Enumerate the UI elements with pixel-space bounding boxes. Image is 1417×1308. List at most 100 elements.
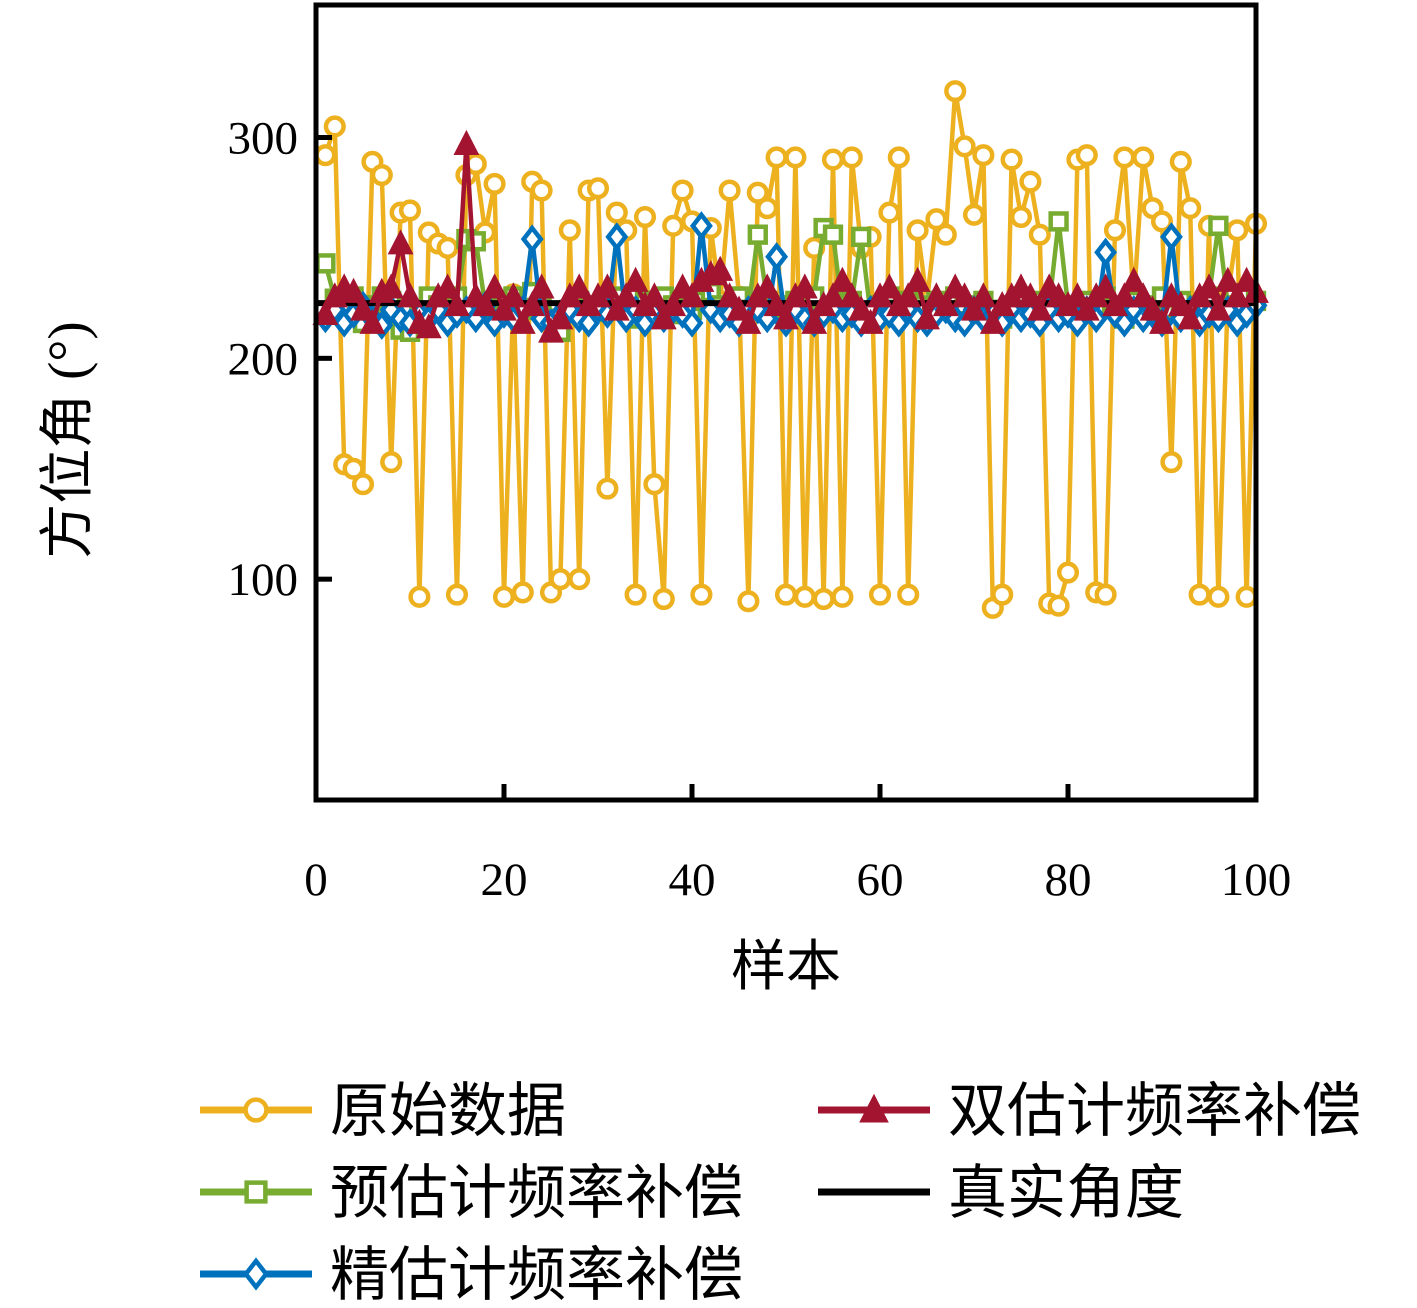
x-tick-label: 80 (1045, 854, 1092, 906)
data-marker (1103, 219, 1127, 242)
data-marker (679, 282, 705, 308)
data-marker (387, 229, 414, 255)
data-marker (1139, 295, 1166, 321)
data-marker (1196, 273, 1222, 299)
data-marker (962, 203, 986, 226)
series-1-line (314, 80, 1268, 619)
data-marker (1214, 266, 1241, 292)
data-marker (979, 308, 1006, 334)
data-marker (851, 226, 872, 248)
data-marker (481, 273, 508, 299)
data-marker (690, 583, 713, 606)
data-marker (934, 223, 957, 246)
x-axis-ticks: 0 20 40 60 80 100 (304, 784, 1291, 906)
y-axis-label: 方位角 (°) (37, 321, 98, 558)
data-marker (904, 266, 931, 292)
x-tick-label: 0 (304, 854, 328, 906)
legend-marker (859, 1093, 889, 1123)
legend-label: 双估计频率补偿 (948, 1078, 1361, 1144)
data-marker (483, 172, 506, 195)
legend-entry: 精估计频率补偿 (200, 1242, 743, 1308)
data-marker (1224, 282, 1251, 308)
data-marker (763, 291, 790, 317)
data-marker (1149, 308, 1175, 334)
data-marker (660, 291, 687, 317)
data-marker (408, 585, 431, 608)
data-marker (944, 80, 967, 103)
data-marker (1160, 451, 1183, 474)
data-marker (1009, 205, 1033, 229)
data-marker (472, 291, 499, 317)
data-marker (746, 181, 769, 204)
data-marker (586, 177, 610, 200)
data-marker (1235, 585, 1258, 608)
series-layer (312, 80, 1269, 619)
data-marker (1150, 210, 1174, 233)
data-marker (829, 266, 856, 292)
data-marker (932, 291, 959, 317)
data-marker (558, 219, 581, 242)
data-marker (444, 291, 470, 317)
data-marker (868, 583, 892, 606)
data-marker (1075, 144, 1098, 167)
data-marker (350, 295, 376, 321)
data-marker (633, 205, 657, 229)
data-marker (773, 304, 799, 330)
data-marker (538, 317, 564, 343)
y-tick-label: 100 (228, 554, 299, 606)
data-marker (643, 473, 666, 496)
data-marker (680, 308, 704, 338)
series-4-line (312, 129, 1269, 343)
data-marker (1017, 282, 1044, 308)
y-tick-label: 200 (228, 333, 299, 385)
data-marker (397, 282, 423, 308)
data-marker (895, 282, 922, 308)
data-marker (549, 568, 572, 591)
data-marker (568, 568, 591, 591)
data-marker (747, 224, 768, 245)
data-marker (1094, 583, 1117, 606)
data-marker (1159, 222, 1183, 252)
data-marker (351, 473, 375, 496)
data-marker (765, 146, 788, 169)
x-axis-label: 样本 (731, 936, 841, 997)
data-marker (972, 144, 995, 167)
data-marker (840, 146, 863, 169)
data-marker (784, 146, 807, 169)
data-marker (774, 583, 798, 606)
legend-marker (243, 1097, 269, 1123)
data-marker (1056, 561, 1080, 584)
data-marker (1113, 146, 1136, 169)
data-marker (1132, 146, 1155, 169)
data-marker (1205, 295, 1232, 321)
data-marker (547, 304, 574, 330)
data-marker (961, 295, 987, 321)
data-marker (1092, 273, 1119, 299)
data-marker (509, 308, 536, 334)
data-marker (716, 282, 743, 308)
legend-entry: 真实角度 (818, 1160, 1184, 1226)
data-marker (897, 583, 920, 606)
data-marker (1000, 148, 1023, 171)
legend-marker (243, 1257, 269, 1291)
data-marker (991, 583, 1014, 606)
data-marker (605, 222, 629, 252)
data-marker (754, 273, 781, 299)
y-tick-label: 300 (228, 113, 299, 165)
data-marker (822, 224, 844, 245)
legend-marker (244, 1180, 268, 1204)
data-marker (887, 146, 910, 169)
data-marker (1028, 223, 1051, 246)
legend-label: 原始数据 (330, 1078, 566, 1144)
legend-entry: 预估计频率补偿 (200, 1160, 743, 1226)
data-marker (378, 273, 405, 299)
data-marker (857, 308, 884, 334)
x-tick-label: 20 (481, 854, 528, 906)
data-marker (1226, 219, 1249, 242)
data-marker (528, 273, 555, 299)
data-marker (970, 282, 997, 308)
data-marker (624, 583, 647, 606)
data-marker (1111, 282, 1138, 308)
legend-label: 精估计频率补偿 (330, 1242, 743, 1308)
data-marker (622, 266, 649, 292)
